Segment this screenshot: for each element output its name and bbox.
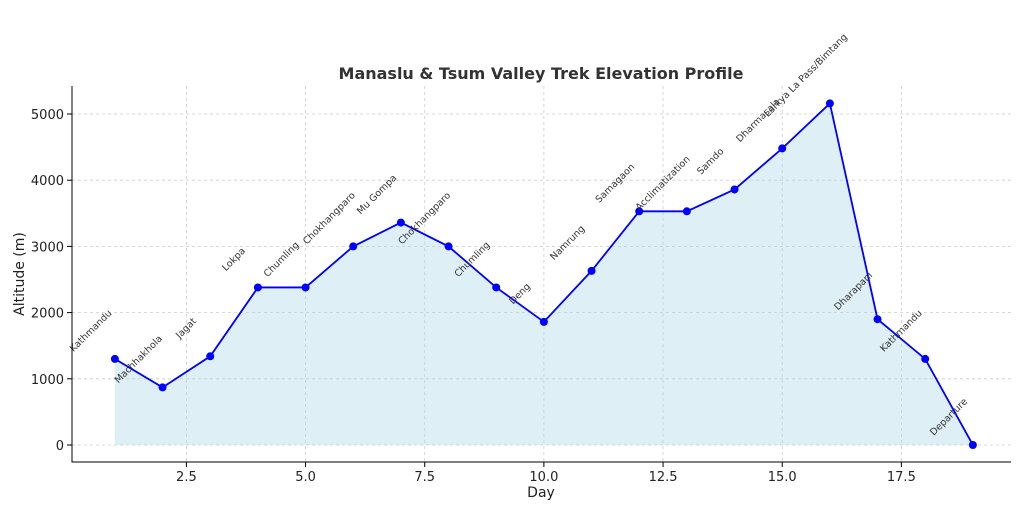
axes-frame [71, 86, 1011, 463]
point-label: Acclimatization [634, 154, 693, 213]
point-label: Mu Gompa [355, 173, 399, 217]
x-tick-label: 5.0 [295, 470, 316, 485]
y-tick-label: 3000 [31, 240, 64, 255]
data-point [253, 283, 262, 292]
data-point [206, 352, 215, 361]
chart-title: Manaslu & Tsum Valley Trek Elevation Pro… [339, 64, 744, 83]
point-label: Kathmandu [68, 308, 115, 355]
y-tick-label: 1000 [31, 373, 64, 388]
point-label: Chokhangparo [301, 190, 358, 247]
point-label: Lokpa [220, 246, 248, 274]
data-point [873, 315, 882, 324]
x-tick-label: 10.0 [529, 470, 558, 485]
x-tick-label: 17.5 [887, 470, 916, 485]
data-point [444, 242, 453, 251]
y-tick-label: 4000 [31, 174, 64, 189]
data-point [539, 317, 548, 326]
point-label: Samdo [695, 146, 726, 177]
x-tick-label: 7.5 [414, 470, 435, 485]
x-tick-label: 12.5 [649, 470, 678, 485]
point-label: Namrung [548, 224, 587, 263]
x-tick-label: 2.5 [176, 470, 197, 485]
point-label: Deng [507, 281, 533, 307]
data-point [730, 185, 739, 194]
elevation-area [114, 103, 973, 445]
y-tick-label: 2000 [31, 307, 64, 322]
point-label: Jagat [173, 316, 199, 342]
data-point [825, 99, 834, 108]
data-point [921, 354, 930, 363]
point-label: Larkya La Pass/Bimtang [762, 32, 850, 120]
x-axis-label: Day [527, 485, 555, 501]
data-point [968, 440, 977, 449]
data-point [158, 383, 167, 392]
y-tick-label: 0 [56, 439, 64, 454]
data-point [778, 144, 787, 153]
point-label: Samagaon [594, 162, 638, 206]
data-point [635, 207, 644, 216]
data-point [492, 283, 501, 292]
y-tick-label: 5000 [31, 108, 64, 123]
data-point [110, 354, 119, 363]
data-point [396, 218, 405, 227]
point-label: Chumling [262, 240, 302, 280]
data-point [349, 242, 358, 251]
x-tick-label: 15.0 [768, 470, 797, 485]
y-axis-label: Altitude (m) [12, 232, 28, 316]
data-point [301, 283, 310, 292]
data-point [587, 266, 596, 275]
data-point [682, 207, 691, 216]
